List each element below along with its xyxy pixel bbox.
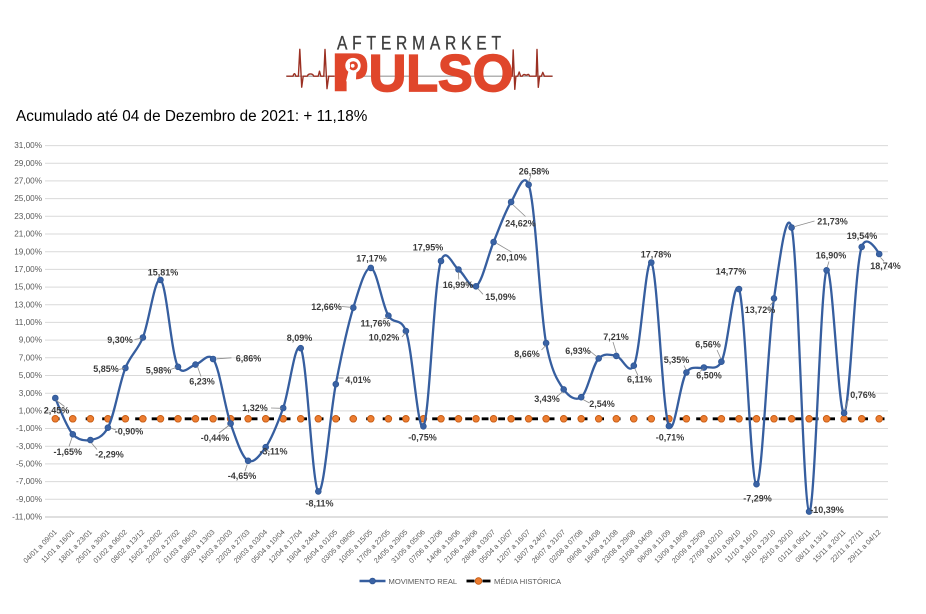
svg-text:-3,00%: -3,00%: [16, 442, 42, 451]
svg-text:23,00%: 23,00%: [14, 212, 42, 221]
svg-text:21,73%: 21,73%: [817, 217, 848, 227]
svg-text:-0,71%: -0,71%: [656, 433, 685, 443]
svg-text:20,10%: 20,10%: [496, 253, 527, 263]
svg-text:11,76%: 11,76%: [360, 319, 390, 329]
svg-text:6,56%: 6,56%: [695, 340, 721, 350]
svg-text:19,00%: 19,00%: [14, 247, 42, 256]
svg-text:MOVIMENTO REAL: MOVIMENTO REAL: [389, 577, 458, 586]
svg-text:-5,00%: -5,00%: [16, 460, 42, 469]
svg-text:-3,11%: -3,11%: [259, 447, 287, 457]
svg-text:4,01%: 4,01%: [345, 375, 371, 385]
svg-text:17,95%: 17,95%: [413, 243, 444, 253]
svg-text:10,02%: 10,02%: [369, 333, 400, 343]
svg-text:12,66%: 12,66%: [311, 302, 342, 312]
svg-text:18,74%: 18,74%: [870, 261, 901, 271]
svg-text:11,00%: 11,00%: [15, 318, 42, 327]
svg-text:8,66%: 8,66%: [514, 349, 540, 359]
svg-text:6,86%: 6,86%: [236, 354, 262, 364]
svg-text:0,76%: 0,76%: [850, 390, 876, 400]
svg-text:-7,00%: -7,00%: [16, 477, 42, 486]
svg-text:7,00%: 7,00%: [19, 353, 42, 362]
svg-text:15,09%: 15,09%: [485, 292, 516, 302]
svg-text:5,98%: 5,98%: [146, 366, 172, 376]
svg-text:-11,00%: -11,00%: [12, 513, 42, 522]
svg-text:13,72%: 13,72%: [745, 305, 776, 315]
svg-text:6,93%: 6,93%: [565, 346, 591, 356]
svg-text:17,00%: 17,00%: [14, 265, 42, 274]
svg-text:1,32%: 1,32%: [242, 403, 268, 413]
svg-text:-1,00%: -1,00%: [16, 424, 42, 433]
svg-text:8,09%: 8,09%: [287, 333, 313, 343]
svg-text:14,77%: 14,77%: [716, 267, 747, 277]
svg-text:17,17%: 17,17%: [356, 254, 387, 264]
svg-text:15,00%: 15,00%: [14, 283, 42, 292]
svg-text:-9,00%: -9,00%: [16, 495, 42, 504]
svg-text:ULSO: ULSO: [369, 45, 513, 103]
svg-text:24,62%: 24,62%: [505, 219, 536, 229]
svg-text:3,00%: 3,00%: [19, 389, 42, 398]
svg-text:5,00%: 5,00%: [19, 371, 42, 380]
svg-text:7,21%: 7,21%: [603, 332, 629, 342]
svg-text:-1,65%: -1,65%: [54, 447, 83, 457]
svg-text:29,00%: 29,00%: [14, 159, 42, 168]
svg-text:16,99%: 16,99%: [443, 280, 474, 290]
svg-text:MÉDIA HISTÓRICA: MÉDIA HISTÓRICA: [494, 577, 562, 586]
svg-text:16,90%: 16,90%: [816, 251, 847, 261]
svg-text:1,00%: 1,00%: [19, 407, 42, 416]
svg-text:21,00%: 21,00%: [14, 230, 42, 239]
svg-text:-0,75%: -0,75%: [408, 433, 437, 443]
svg-text:5,85%: 5,85%: [93, 364, 119, 374]
svg-text:9,00%: 9,00%: [19, 336, 42, 345]
svg-text:13,00%: 13,00%: [14, 300, 42, 309]
svg-text:3,43%: 3,43%: [534, 394, 560, 404]
svg-text:5,35%: 5,35%: [664, 355, 690, 365]
svg-text:9,30%: 9,30%: [107, 335, 133, 345]
svg-text:-10,39%: -10,39%: [810, 505, 844, 515]
svg-text:31,00%: 31,00%: [14, 141, 42, 150]
svg-text:15,81%: 15,81%: [148, 268, 179, 278]
svg-text:6,23%: 6,23%: [189, 377, 215, 387]
svg-text:2,54%: 2,54%: [589, 399, 615, 409]
svg-text:6,11%: 6,11%: [627, 375, 652, 385]
svg-text:27,00%: 27,00%: [14, 177, 42, 186]
svg-text:-8,11%: -8,11%: [305, 499, 333, 509]
svg-text:6,50%: 6,50%: [696, 371, 722, 381]
svg-text:-4,65%: -4,65%: [228, 471, 257, 481]
svg-text:-2,29%: -2,29%: [95, 450, 124, 460]
svg-text:-7,29%: -7,29%: [743, 494, 772, 504]
svg-text:2,45%: 2,45%: [44, 406, 70, 416]
svg-text:-0,90%: -0,90%: [115, 427, 144, 437]
svg-text:19,54%: 19,54%: [847, 231, 878, 241]
svg-text:Acumulado até 04 de Dezembro d: Acumulado até 04 de Dezembro de 2021: + …: [16, 108, 368, 125]
svg-text:26,58%: 26,58%: [519, 167, 550, 177]
svg-text:17,78%: 17,78%: [641, 250, 672, 260]
svg-text:-0,44%: -0,44%: [201, 433, 230, 443]
svg-text:25,00%: 25,00%: [14, 194, 42, 203]
